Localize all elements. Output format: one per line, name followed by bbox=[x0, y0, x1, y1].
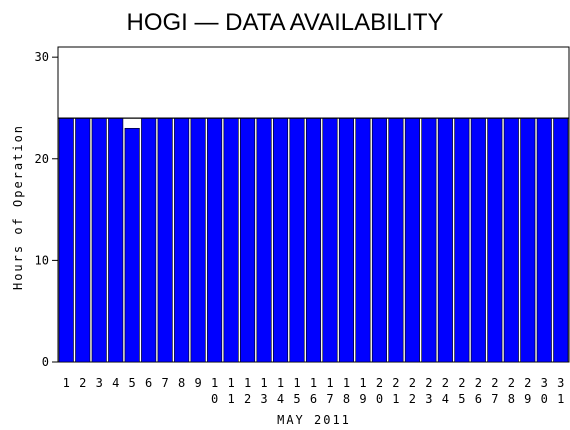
bar bbox=[470, 117, 486, 363]
bar bbox=[503, 117, 519, 363]
bar bbox=[207, 117, 223, 363]
x-tick-label: 4 bbox=[112, 376, 119, 390]
bar bbox=[421, 117, 437, 363]
y-tick-label: 30 bbox=[35, 50, 49, 64]
bar bbox=[437, 117, 453, 363]
bar bbox=[520, 117, 536, 363]
x-tick-label: 2 bbox=[79, 376, 86, 390]
x-axis-label: MAY 2011 bbox=[277, 413, 351, 427]
bar bbox=[174, 117, 190, 363]
y-tick-label: 20 bbox=[35, 152, 49, 166]
bar bbox=[240, 117, 256, 363]
bar bbox=[272, 117, 289, 363]
bar bbox=[124, 127, 140, 363]
bar bbox=[404, 117, 420, 363]
bar bbox=[223, 117, 239, 363]
bar bbox=[322, 117, 338, 363]
bar bbox=[536, 117, 552, 363]
bar bbox=[190, 117, 206, 363]
chart-title: HOGI — DATA AVAILABILITY bbox=[127, 9, 444, 36]
bar bbox=[487, 117, 503, 363]
bar bbox=[305, 117, 322, 363]
x-tick-label: 7 bbox=[162, 376, 169, 390]
x-tick-label: 1 bbox=[63, 376, 70, 390]
bar bbox=[388, 117, 404, 363]
bar bbox=[371, 117, 387, 363]
bar bbox=[75, 117, 91, 363]
x-tick-label: 9 bbox=[194, 376, 201, 390]
y-tick-label: 10 bbox=[35, 253, 49, 267]
bar bbox=[256, 117, 272, 363]
x-tick-label: 5 bbox=[129, 376, 136, 390]
x-tick-label: 6 bbox=[145, 376, 152, 390]
x-tick-label: 3 bbox=[96, 376, 103, 390]
bar bbox=[108, 117, 124, 363]
bar bbox=[454, 117, 470, 363]
bar bbox=[289, 117, 305, 363]
bar bbox=[553, 117, 569, 363]
bar bbox=[141, 117, 157, 363]
bar bbox=[355, 117, 371, 363]
y-tick-label: 0 bbox=[42, 355, 49, 369]
bar bbox=[157, 117, 173, 363]
y-axis-label: Hours of Operation bbox=[11, 124, 25, 290]
x-tick-label: 8 bbox=[178, 376, 185, 390]
bar bbox=[338, 117, 355, 363]
bar bbox=[58, 117, 74, 363]
bar bbox=[91, 117, 107, 363]
